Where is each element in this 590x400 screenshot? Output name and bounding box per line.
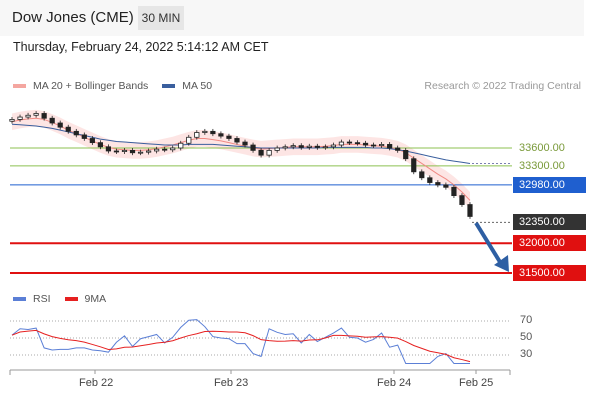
chart-datetime: Thursday, February 24, 2022 5:14:12 AM C… <box>13 40 269 54</box>
candle-body-5 <box>49 117 55 124</box>
candle-body-47 <box>387 144 393 149</box>
candle-body-12 <box>105 146 112 152</box>
legend-swatch-ma50 <box>162 84 176 88</box>
candle-body-50 <box>411 158 417 173</box>
candle-body-6 <box>57 122 63 128</box>
level-tag-32000: 32000.00 <box>513 235 586 251</box>
level-tag-32980: 32980.00 <box>513 177 586 193</box>
rsi-tick-70: 70 <box>520 314 533 326</box>
candle-body-44 <box>362 142 369 146</box>
legend-swatch-ma20 <box>13 84 26 88</box>
candle-body-14 <box>121 149 128 152</box>
candle-body-34 <box>282 146 288 149</box>
candle-body-45 <box>370 144 377 147</box>
timeframe-button[interactable]: 30 MIN <box>138 6 184 30</box>
level-label-33300: 33300.00 <box>519 160 565 172</box>
current-price-tag: 32350.00 <box>513 214 586 230</box>
candle-body-22 <box>186 136 192 144</box>
candle-body-53 <box>435 182 441 186</box>
forecast-arrow-shaft <box>474 221 502 264</box>
chart-header: Dow Jones (CME) 30 MIN <box>0 0 584 36</box>
candle-body-48 <box>395 147 401 151</box>
legend-label-9ma: 9MA <box>84 293 107 305</box>
legend-item-ma50: MA 50 <box>162 80 212 92</box>
rsi-tick-30: 30 <box>520 348 533 360</box>
candle-body-0 <box>9 119 15 122</box>
candle-body-43 <box>354 142 361 145</box>
candle-body-57 <box>467 204 473 217</box>
candle-body-54 <box>443 184 449 188</box>
candle-body-49 <box>403 149 409 160</box>
candle-body-29 <box>242 141 248 146</box>
legend-item-9ma: 9MA <box>64 293 107 305</box>
x-tick-feb25: Feb 25 <box>459 377 494 389</box>
candle-body-51 <box>419 171 425 179</box>
candle-body-28 <box>234 138 240 143</box>
candle-body-7 <box>65 126 71 132</box>
candle-body-25 <box>210 130 216 135</box>
legend-swatch-9ma <box>64 297 78 301</box>
bollinger-band <box>12 109 470 209</box>
candle-body-33 <box>274 147 280 151</box>
x-tick-feb22: Feb 22 <box>79 377 114 389</box>
instrument-title: Dow Jones (CME) <box>12 9 134 26</box>
legend-item-ma20: MA 20 + Bollinger Bands <box>13 80 148 92</box>
candle-body-15 <box>129 149 136 154</box>
level-label-33600: 33600.00 <box>519 142 565 154</box>
candle-body-19 <box>162 148 168 151</box>
candle-body-17 <box>145 150 152 153</box>
candle-body-38 <box>314 145 320 148</box>
research-credit: Research © 2022 Trading Central <box>424 80 581 92</box>
candle-body-46 <box>379 144 385 147</box>
candle-body-56 <box>459 195 465 205</box>
ma20-line <box>11 117 471 201</box>
candle-body-55 <box>451 186 457 197</box>
rsi-tick-50: 50 <box>520 331 533 343</box>
candle-body-8 <box>73 130 79 136</box>
price-legend: MA 20 + Bollinger Bands MA 50 <box>13 80 226 92</box>
legend-label-ma20: MA 20 + Bollinger Bands <box>33 80 149 92</box>
candle-body-9 <box>81 134 87 139</box>
candle-body-13 <box>113 150 120 153</box>
candle-body-40 <box>330 144 337 148</box>
level-tag-31500: 31500.00 <box>513 265 586 281</box>
candle-body-11 <box>97 142 103 148</box>
x-tick-feb24: Feb 24 <box>377 377 412 389</box>
candle-body-52 <box>427 177 433 183</box>
legend-swatch-rsi <box>13 297 26 301</box>
legend-item-rsi: RSI <box>13 293 51 305</box>
rsi-legend: RSI 9MA <box>13 293 120 305</box>
candle-body-39 <box>322 146 328 149</box>
candle-body-32 <box>266 149 272 156</box>
legend-label-ma50: MA 50 <box>182 80 213 92</box>
candle-body-41 <box>338 141 345 146</box>
candle-body-10 <box>89 138 95 144</box>
candle-body-37 <box>306 145 312 148</box>
candle-body-27 <box>226 135 232 139</box>
legend-label-rsi: RSI <box>33 293 51 305</box>
candle-body-35 <box>290 145 296 148</box>
candle-body-18 <box>154 148 160 152</box>
candle-body-4 <box>41 113 47 119</box>
candle-body-30 <box>250 144 256 151</box>
rsi-line <box>11 319 470 364</box>
ma50-line <box>11 123 471 164</box>
candle-body-1 <box>17 116 23 120</box>
candle-body-26 <box>218 133 224 137</box>
candle-body-24 <box>202 130 208 133</box>
rsi-9ma-line <box>11 329 471 363</box>
candle-body-36 <box>298 145 304 148</box>
x-tick-feb23: Feb 23 <box>214 377 249 389</box>
candle-body-23 <box>194 132 200 138</box>
candle-body-3 <box>33 113 39 116</box>
candle-body-31 <box>258 149 264 156</box>
forecast-arrow-head <box>494 255 509 272</box>
candle-body-2 <box>25 114 31 118</box>
candle-body-42 <box>346 141 353 144</box>
candle-body-16 <box>137 151 144 154</box>
candle-body-20 <box>170 147 176 151</box>
candle-body-21 <box>178 142 184 149</box>
